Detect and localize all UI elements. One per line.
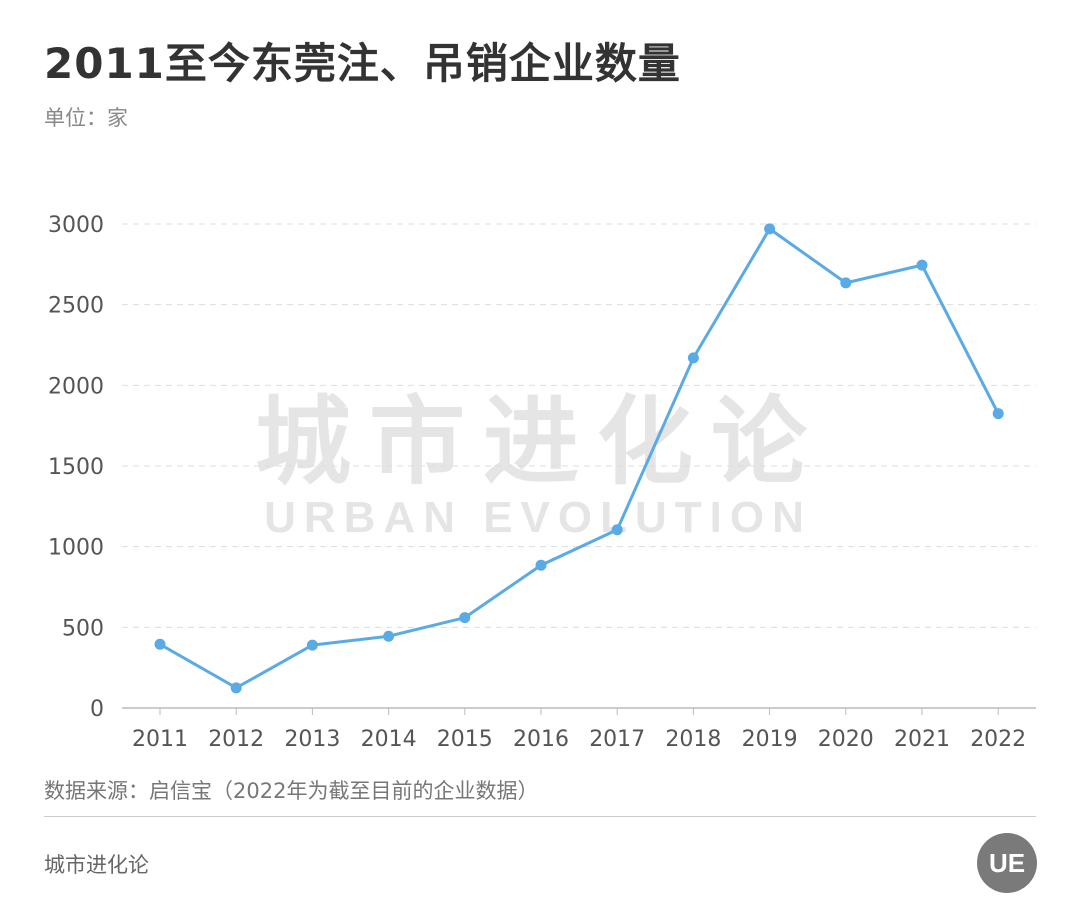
data-point (611, 524, 623, 536)
x-tick-label: 2022 (970, 727, 1026, 752)
data-point (687, 352, 699, 364)
data-point (154, 638, 166, 650)
data-point (764, 223, 776, 235)
data-point (459, 612, 471, 624)
y-tick-label: 1500 (48, 455, 104, 480)
series-line (159, 226, 1000, 690)
y-tick-label: 0 (90, 697, 104, 722)
watermark: 城市进化论 URBAN EVOLUTION (255, 386, 825, 542)
x-tick-label: 2018 (665, 727, 721, 752)
x-tick-label: 2011 (132, 727, 188, 752)
y-tick-label: 1000 (48, 536, 104, 561)
data-points (154, 223, 1004, 694)
grid (122, 223, 1036, 709)
y-tick-label: 500 (62, 616, 104, 641)
x-tick-label: 2013 (284, 727, 340, 752)
chart-title: 2011至今东莞注、吊销企业数量 (44, 39, 681, 88)
line-chart: 城市进化论 URBAN EVOLUTION 0 500 1000 1500 2000 25… (48, 213, 1036, 752)
data-point (230, 682, 242, 694)
x-tick-label: 2021 (894, 727, 950, 752)
brand-logo: UE (977, 833, 1037, 893)
x-tick-label: 2014 (361, 727, 417, 752)
data-point (916, 259, 928, 271)
y-tick-label: 2000 (48, 374, 104, 399)
y-tick-label: 2500 (48, 294, 104, 319)
brand-name: 城市进化论 (44, 853, 149, 877)
data-point (306, 639, 318, 651)
data-point (535, 559, 547, 571)
y-axis: 0 500 1000 1500 2000 2500 3000 (48, 213, 104, 722)
watermark-en: URBAN EVOLUTION (264, 493, 812, 542)
data-point (992, 408, 1004, 420)
unit-label: 单位：家 (44, 106, 128, 130)
y-tick-label: 3000 (48, 213, 104, 238)
x-tick-label: 2012 (208, 727, 264, 752)
divider (44, 816, 1036, 817)
x-tick-label: 2019 (742, 727, 798, 752)
watermark-cn: 城市进化论 (255, 386, 825, 498)
data-point (840, 277, 852, 289)
x-tick-label: 2017 (589, 727, 645, 752)
x-tick-label: 2020 (818, 727, 874, 752)
data-point (383, 630, 395, 642)
x-tick-label: 2015 (437, 727, 493, 752)
x-tick-label: 2016 (513, 727, 569, 752)
source-note: 数据来源：启信宝（2022年为截至目前的企业数据） (44, 779, 539, 803)
x-axis: 2011 2012 2013 2014 2015 2016 2017 2018 2019 2020… (132, 708, 1026, 752)
